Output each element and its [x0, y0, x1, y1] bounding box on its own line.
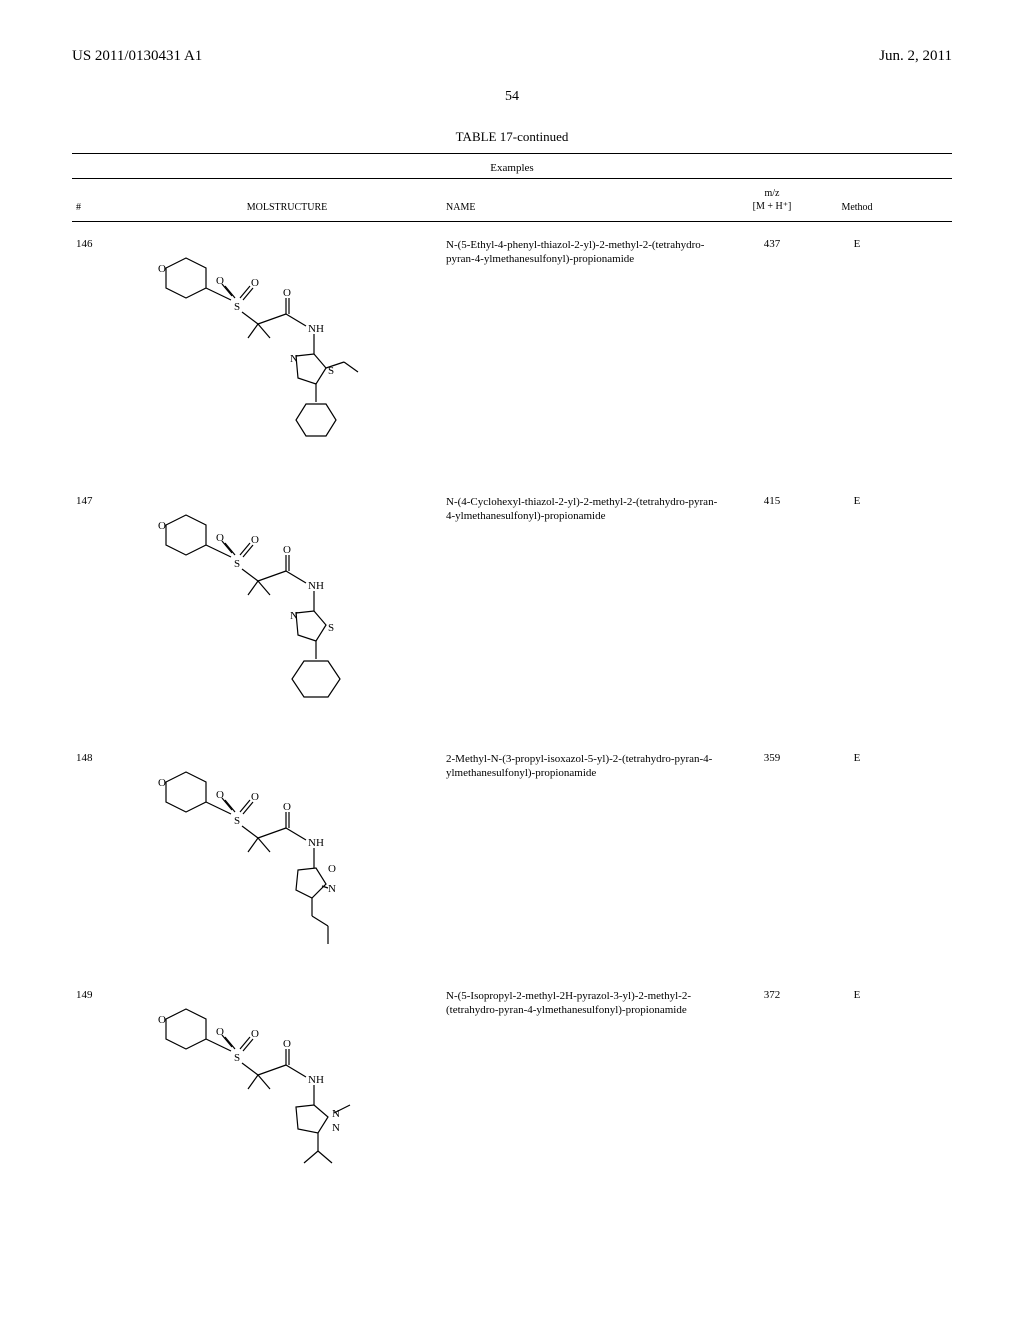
row-method: E	[822, 495, 892, 507]
table-title: TABLE 17-continued	[72, 129, 952, 145]
molecule-structure: OSOOONHNS	[136, 495, 396, 725]
svg-text:O: O	[158, 1014, 166, 1026]
row-name: N-(5-Isopropyl-2-methyl-2H-pyrazol-3-yl)…	[442, 989, 722, 1018]
svg-text:NH: NH	[308, 837, 324, 849]
row-num: 149	[72, 989, 132, 1001]
svg-text:O: O	[158, 520, 166, 532]
divider-top	[72, 153, 952, 154]
page-header: US 2011/0130431 A1 Jun. 2, 2011	[72, 48, 952, 65]
svg-text:N: N	[328, 883, 336, 895]
row-mz: 372	[722, 989, 822, 1001]
row-method: E	[822, 238, 892, 250]
row-name: 2-Methyl-N-(3-propyl-isoxazol-5-yl)-2-(t…	[442, 752, 722, 781]
svg-text:S: S	[234, 815, 240, 827]
col-header-mz: m/z [M + H⁺]	[722, 187, 822, 213]
row-structure: OSOOONHNS	[132, 495, 442, 728]
row-structure: OSOOONHNS	[132, 238, 442, 471]
molecule-structure: OSOOONHNS	[136, 238, 396, 468]
page-number: 54	[72, 89, 952, 105]
row-num: 147	[72, 495, 132, 507]
svg-text:S: S	[234, 301, 240, 313]
col-header-num: #	[72, 202, 132, 213]
svg-text:N: N	[332, 1108, 340, 1120]
col-header-structure: MOLSTRUCTURE	[132, 202, 442, 213]
table-row: 148OSOOONHON2-Methyl-N-(3-propyl-isoxazo…	[72, 752, 952, 965]
molecule-structure: OSOOONHNN	[136, 989, 396, 1179]
divider-mid	[72, 178, 952, 179]
col-header-method: Method	[822, 202, 892, 213]
svg-text:S: S	[234, 558, 240, 570]
publication-number: US 2011/0130431 A1	[72, 48, 202, 65]
svg-text:O: O	[328, 863, 336, 875]
svg-text:S: S	[234, 1052, 240, 1064]
svg-text:NH: NH	[308, 323, 324, 335]
svg-text:S: S	[328, 622, 334, 634]
table-row: 147OSOOONHNSN-(4-Cyclohexyl-thiazol-2-yl…	[72, 495, 952, 728]
svg-text:O: O	[251, 277, 259, 289]
svg-text:N: N	[332, 1122, 340, 1134]
row-structure: OSOOONHON	[132, 752, 442, 965]
table-header-row: # MOLSTRUCTURE NAME m/z [M + H⁺] Method	[72, 187, 952, 222]
table-row: 146OSOOONHNSN-(5-Ethyl-4-phenyl-thiazol-…	[72, 238, 952, 471]
table-row: 149OSOOONHNNN-(5-Isopropyl-2-methyl-2H-p…	[72, 989, 952, 1182]
svg-text:O: O	[283, 287, 291, 299]
table-subtitle: Examples	[72, 162, 952, 174]
svg-text:NH: NH	[308, 580, 324, 592]
row-mz: 415	[722, 495, 822, 507]
molecule-structure: OSOOONHON	[136, 752, 396, 962]
row-name: N-(4-Cyclohexyl-thiazol-2-yl)-2-methyl-2…	[442, 495, 722, 524]
row-name: N-(5-Ethyl-4-phenyl-thiazol-2-yl)-2-meth…	[442, 238, 722, 267]
row-num: 148	[72, 752, 132, 764]
row-mz: 359	[722, 752, 822, 764]
row-method: E	[822, 989, 892, 1001]
table-container: # MOLSTRUCTURE NAME m/z [M + H⁺] Method …	[72, 187, 952, 1182]
svg-text:O: O	[251, 534, 259, 546]
row-structure: OSOOONHNN	[132, 989, 442, 1182]
row-mz: 437	[722, 238, 822, 250]
svg-text:NH: NH	[308, 1074, 324, 1086]
publication-date: Jun. 2, 2011	[879, 48, 952, 65]
svg-text:O: O	[251, 791, 259, 803]
svg-text:O: O	[251, 1028, 259, 1040]
row-method: E	[822, 752, 892, 764]
svg-text:O: O	[158, 777, 166, 789]
row-num: 146	[72, 238, 132, 250]
svg-text:O: O	[158, 263, 166, 275]
col-header-name: NAME	[442, 202, 722, 213]
svg-text:O: O	[283, 801, 291, 813]
svg-text:O: O	[283, 544, 291, 556]
svg-text:O: O	[283, 1038, 291, 1050]
